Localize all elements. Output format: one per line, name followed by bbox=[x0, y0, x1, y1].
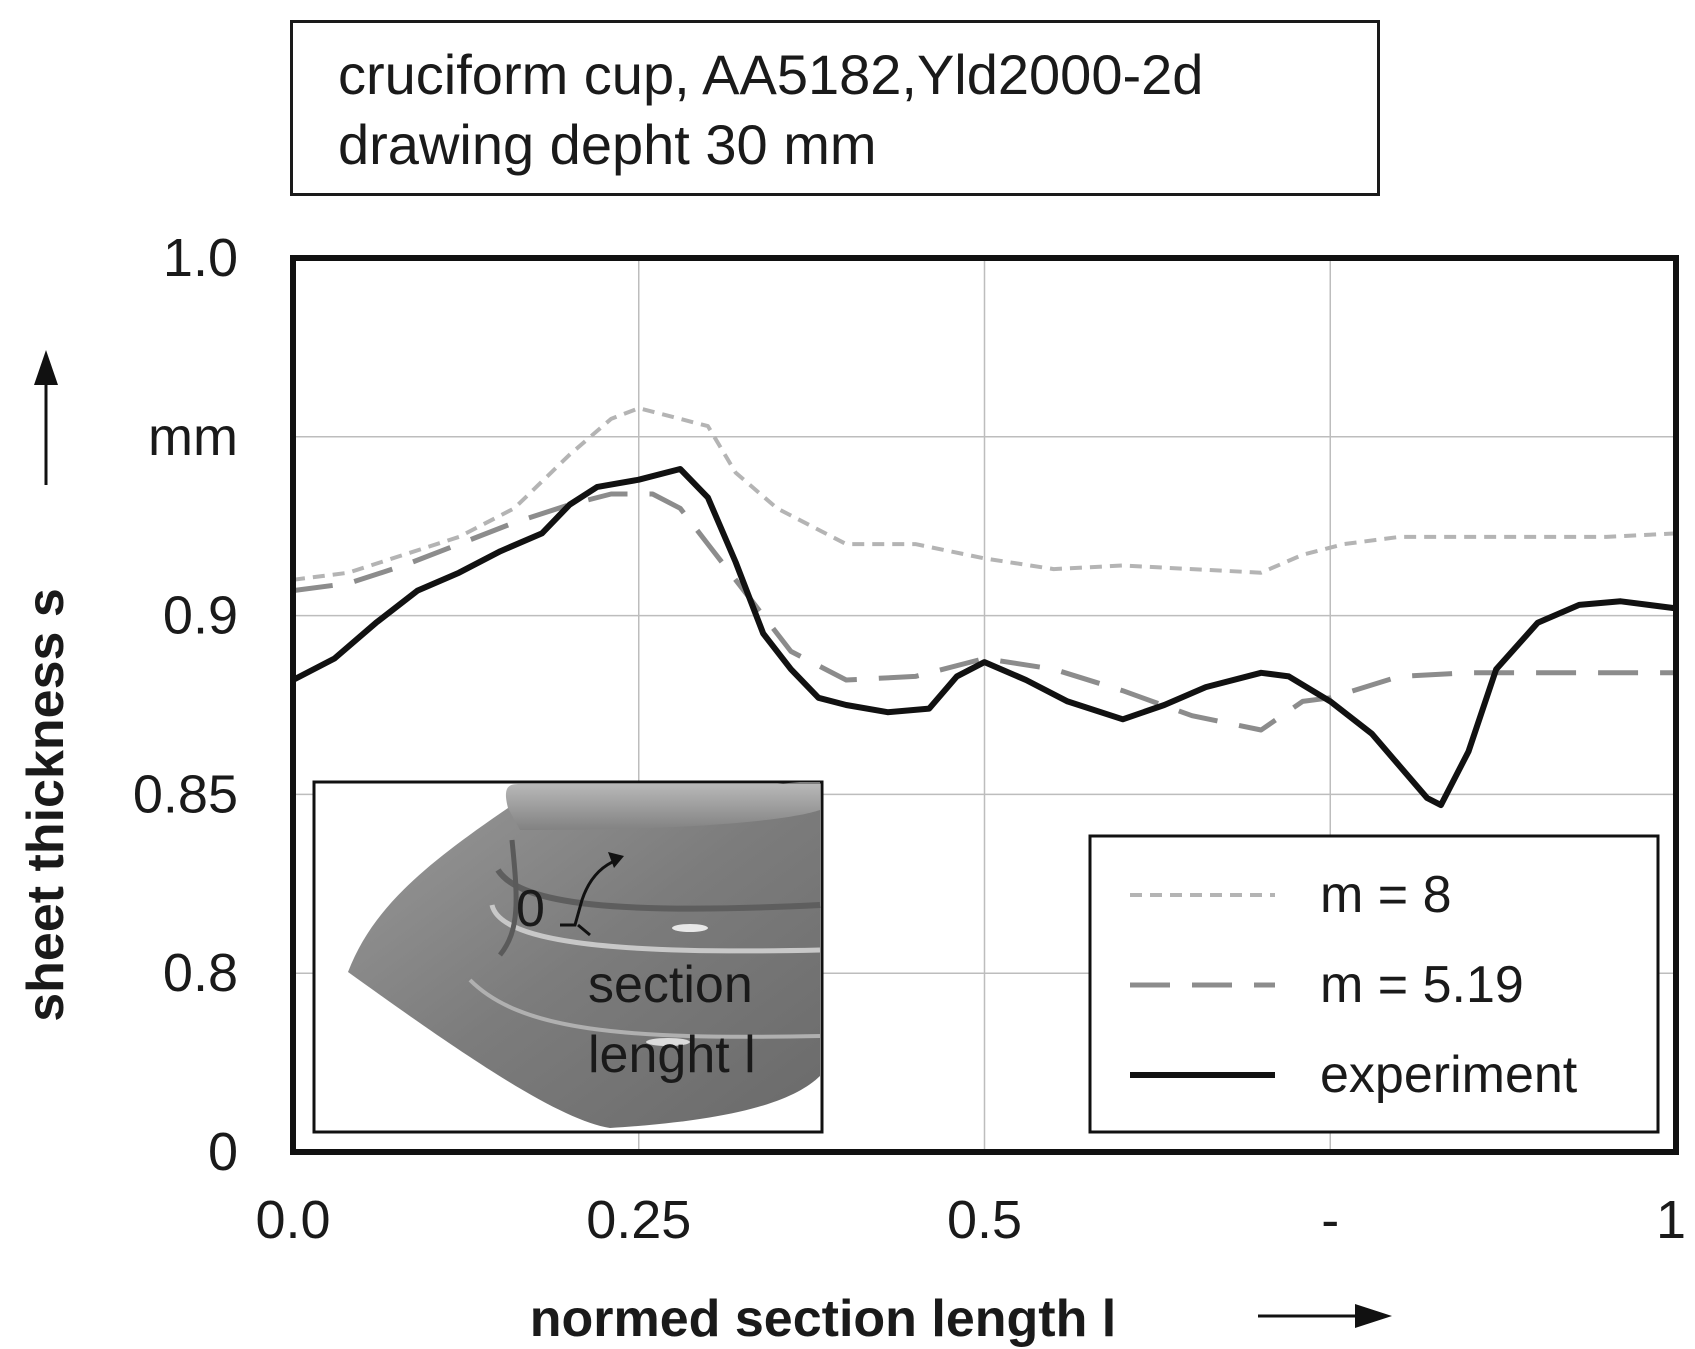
chart-title-line-2: drawing depht 30 mm bbox=[338, 113, 877, 176]
legend: m = 8 m = 5.19 experiment bbox=[1088, 834, 1660, 1134]
legend-box bbox=[1088, 834, 1660, 1134]
legend-label-experiment: experiment bbox=[1320, 1046, 1578, 1104]
x-axis-title: normed section length l bbox=[530, 1290, 1117, 1348]
series-layer bbox=[291, 406, 1677, 809]
y-tick-label-0: 1.0 bbox=[163, 228, 238, 288]
y-tick-label-4: 0.8 bbox=[163, 943, 238, 1003]
x-tick-label-3: - bbox=[1321, 1190, 1339, 1250]
x-tick-labels: 0.0 0.25 0.5 - 1 bbox=[255, 1190, 1686, 1250]
title-box: cruciform cup, AA5182,Yld2000-2d drawing… bbox=[290, 20, 1380, 196]
inset-section-label-1: section bbox=[588, 956, 753, 1014]
y-tick-labels: 1.0 mm 0.9 0.85 0.8 0 bbox=[133, 228, 238, 1182]
inset-origin-label: 0 bbox=[516, 880, 545, 938]
chart-title-line-1: cruciform cup, AA5182,Yld2000-2d bbox=[338, 43, 1204, 106]
y-axis-title: sheet thickness s bbox=[17, 588, 75, 1022]
y-tick-label-1: mm bbox=[148, 407, 238, 467]
inset-cup-image: 0 section lenght l bbox=[312, 780, 824, 1134]
cup-surface-icon bbox=[348, 782, 820, 1128]
x-tick-label-4: 1 bbox=[1656, 1190, 1686, 1250]
inset-section-label-2: lenght l bbox=[588, 1026, 756, 1084]
legend-label-m519: m = 5.19 bbox=[1320, 956, 1524, 1014]
y-tick-label-2: 0.9 bbox=[163, 586, 238, 646]
y-tick-label-3: 0.85 bbox=[133, 764, 238, 824]
x-tick-label-2: 0.5 bbox=[947, 1190, 1022, 1250]
series-line-0 bbox=[292, 406, 1677, 582]
y-axis-arrow-icon bbox=[34, 350, 58, 485]
x-axis-arrow-icon bbox=[1258, 1304, 1392, 1328]
series-line-2 bbox=[291, 466, 1677, 809]
series-line-1 bbox=[292, 491, 1676, 733]
x-tick-label-1: 0.25 bbox=[586, 1190, 691, 1250]
plot-frame bbox=[290, 255, 1679, 1155]
legend-label-m8: m = 8 bbox=[1320, 866, 1452, 924]
y-tick-label-5: 0 bbox=[208, 1122, 238, 1182]
x-tick-label-0: 0.0 bbox=[255, 1190, 330, 1250]
